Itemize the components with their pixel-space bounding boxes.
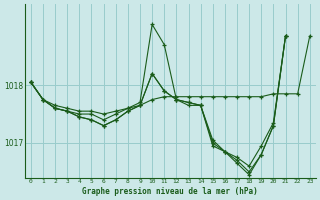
X-axis label: Graphe pression niveau de la mer (hPa): Graphe pression niveau de la mer (hPa) xyxy=(83,187,258,196)
